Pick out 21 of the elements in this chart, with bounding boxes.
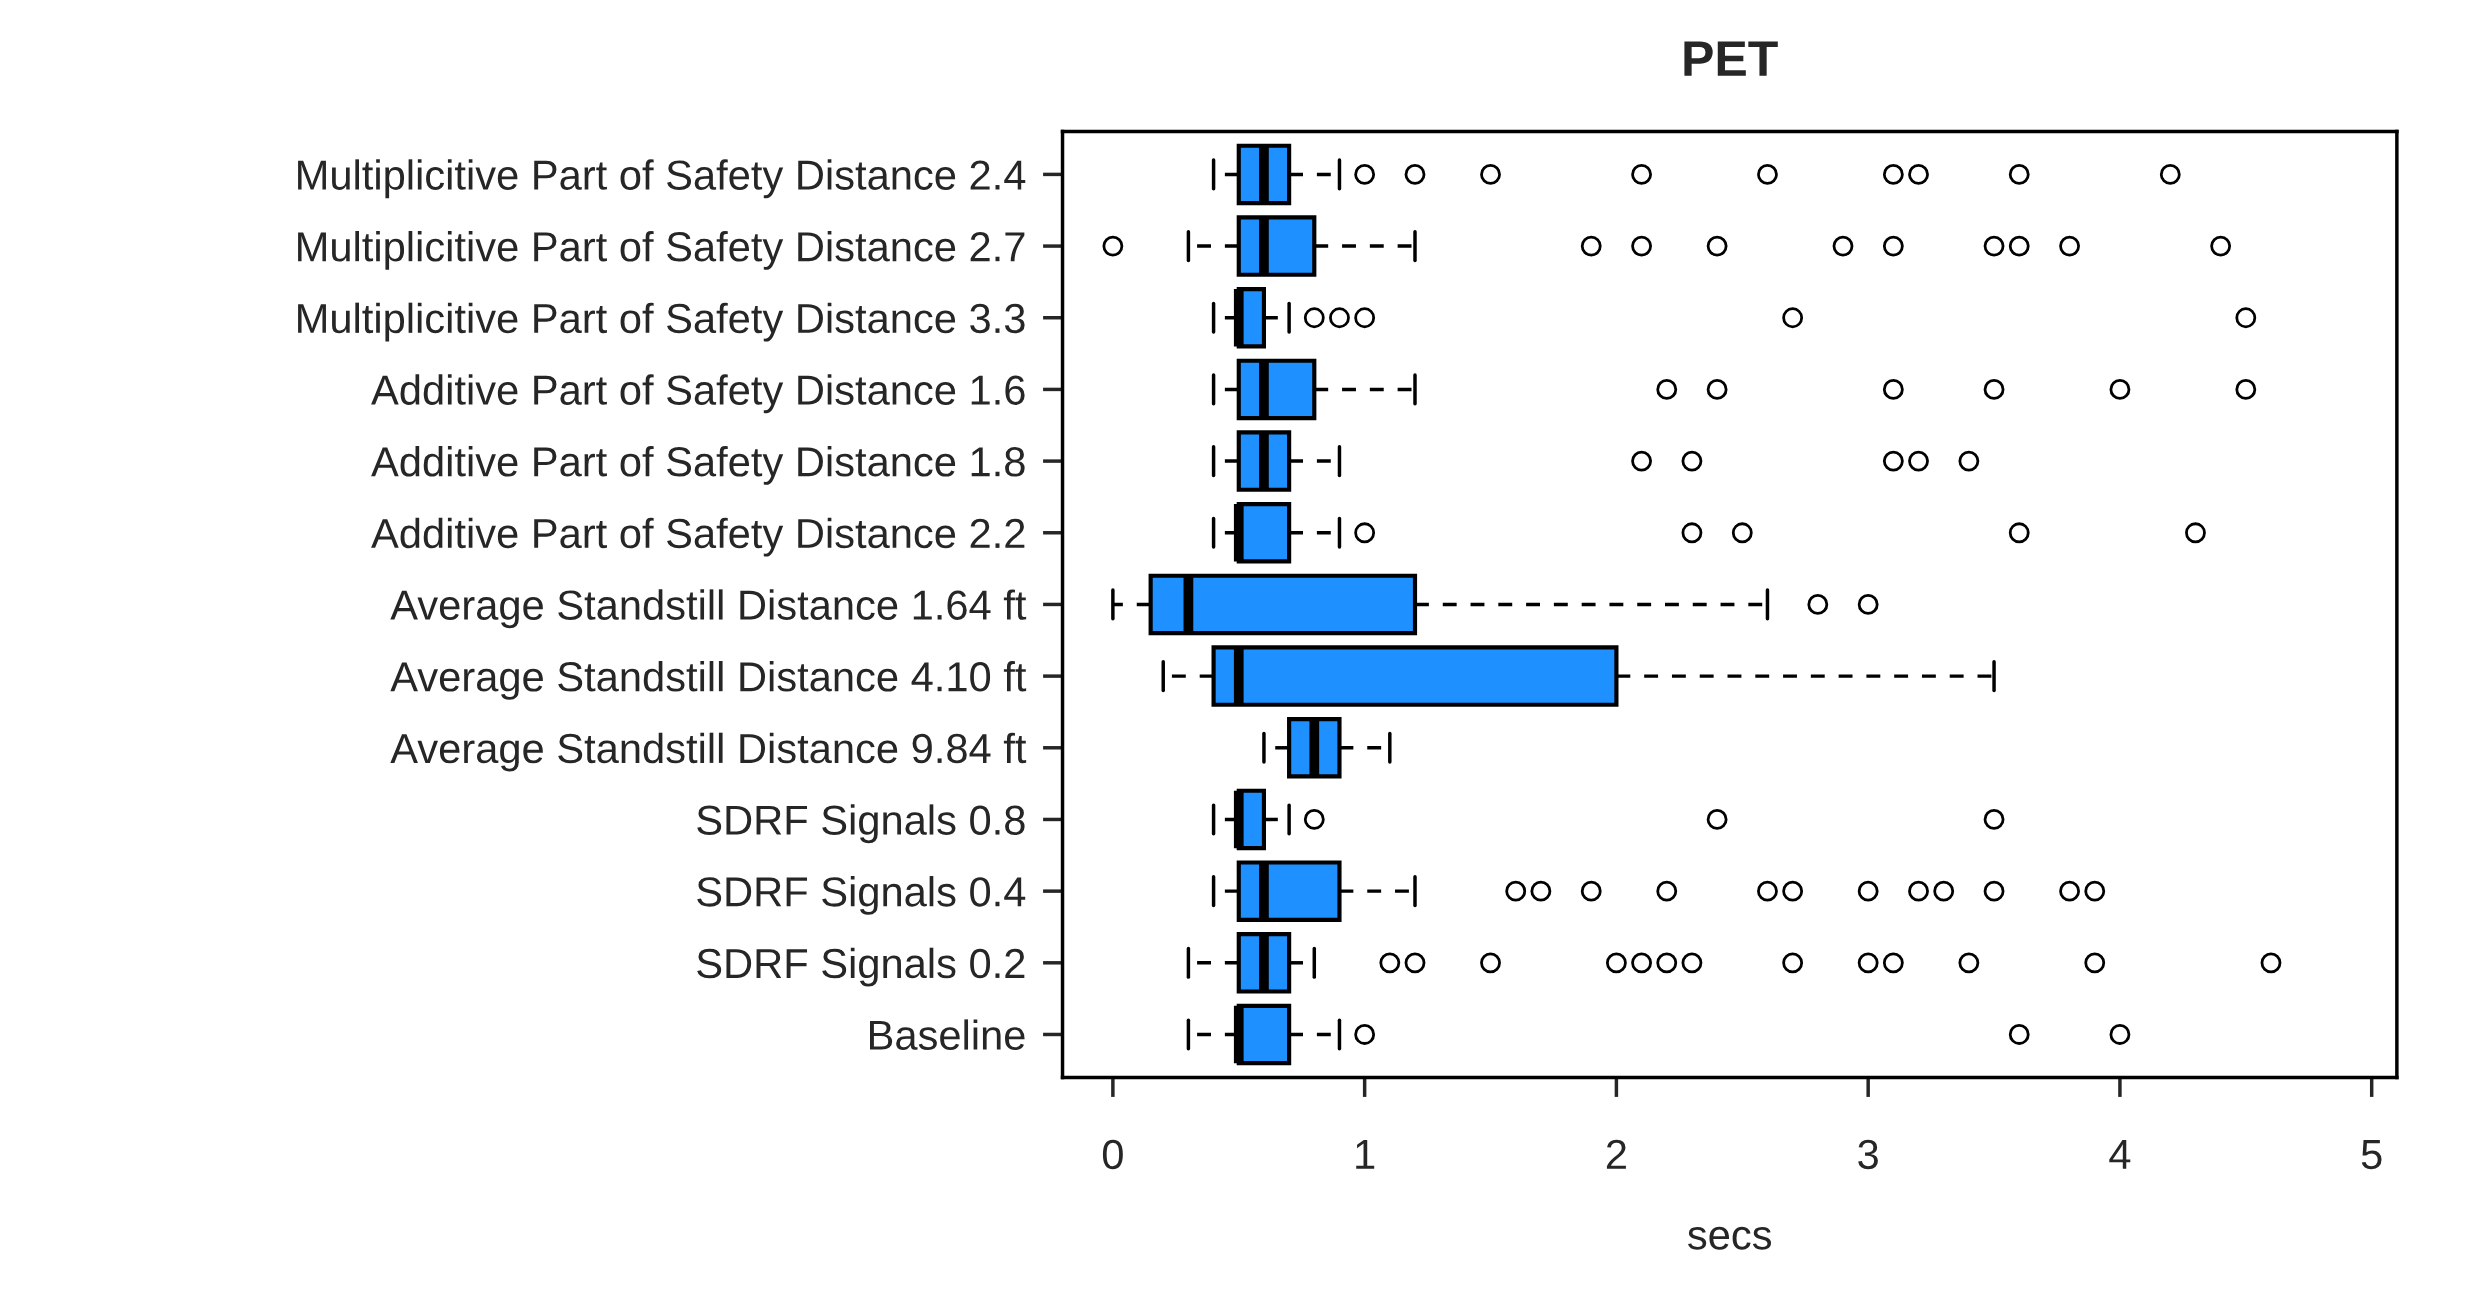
x-tick-label: 0 [1102,1139,1123,1170]
y-tick-label: Baseline [870,1019,1025,1050]
y-tick-label: SDRF Signals 0.8 [697,804,1025,844]
chart-title: PET [1684,41,1778,76]
y-tick-label: Multiplicitive Part of Safety Distance 2.7 [298,230,1025,270]
y-tick-label: SDRF Signals 0.2 [697,947,1025,987]
y-tick-label: Multiplicitive Part of Safety Distance 2.4 [298,159,1026,199]
x-axis-title: secs [1688,1226,1772,1250]
y-tick-label: Additive Part of Safety Distance 1.6 [371,374,1025,414]
x-tick-label: 1 [1356,1140,1375,1169]
x-tick-label: 3 [1858,1139,1878,1170]
y-tick-label: Average Standstill Distance 4.10 ft [390,661,1027,700]
x-tick-label: 2 [1606,1139,1626,1169]
x-tick-label: 4 [2109,1140,2131,1169]
y-tick-label: Average Standstill Distance 1.64 ft [390,589,1027,629]
x-tick-label: 5 [2361,1140,2382,1170]
y-tick-label: Multiplicitive Part of Safety Distance 3.3 [298,302,1025,342]
y-tick-label: Additive Part of Safety Distance 2.2 [371,517,1025,557]
y-tick-label: SDRF Signals 0.4 [697,876,1026,915]
y-tick-label: Additive Part of Safety Distance 1.8 [371,446,1025,485]
y-tick-label: Average Standstill Distance 9.84 ft [390,732,1027,772]
